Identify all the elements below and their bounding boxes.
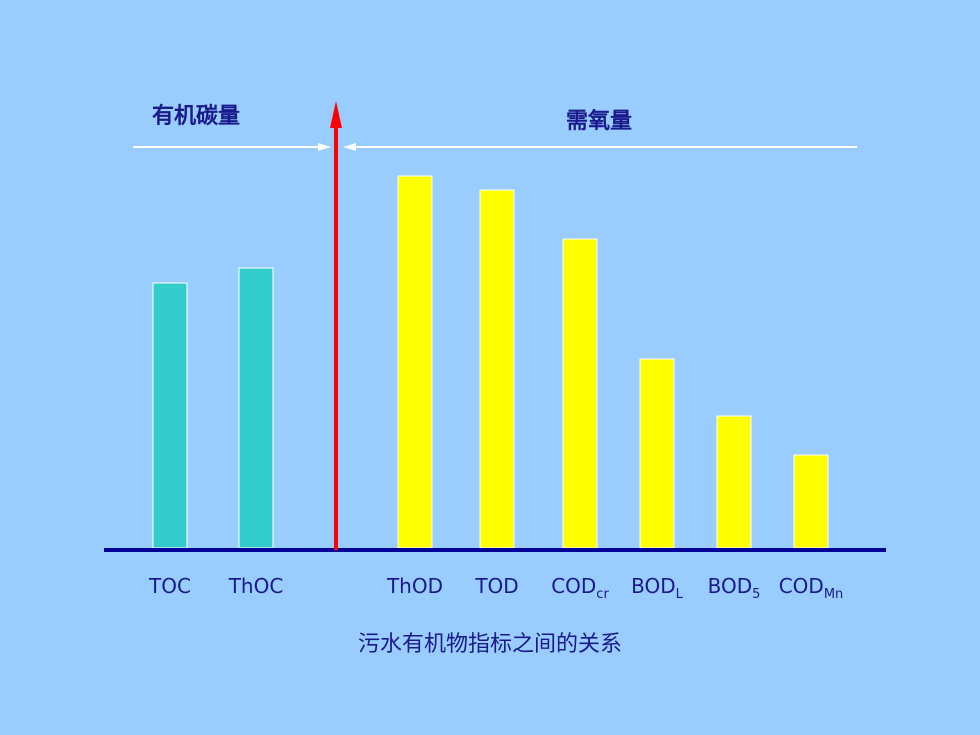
tick-label-thoc: ThOC [228, 574, 284, 598]
bar-thoc [238, 267, 274, 549]
bar-tod [479, 189, 515, 549]
chart-title: 污水有机物指标之间的关系 [357, 632, 622, 657]
arrow-head-oxygen [343, 143, 356, 151]
tick-label-tod: TOD [474, 574, 518, 598]
tick-label-toc: TOC [148, 574, 191, 598]
group-label-oxygen: 需氧量 [566, 109, 633, 134]
tick-label-thod: ThOD [386, 574, 443, 598]
divider-arrow-head [330, 101, 342, 128]
bar-thod [397, 175, 433, 549]
arrow-head-carbon [318, 143, 331, 151]
bar-codcr [562, 238, 598, 549]
tick-label-codmn: CODMn [779, 574, 844, 602]
tick-label-codcr: CODcr [551, 574, 609, 602]
bar-bodl [639, 358, 675, 549]
group-label-carbon: 有机碳量 [152, 104, 241, 129]
tick-label-bod5: BOD5 [708, 574, 761, 602]
bar-codmn [793, 454, 829, 549]
bar-bod5 [716, 415, 752, 549]
bar-toc [152, 282, 188, 549]
tick-label-bodl: BODL [631, 574, 684, 602]
